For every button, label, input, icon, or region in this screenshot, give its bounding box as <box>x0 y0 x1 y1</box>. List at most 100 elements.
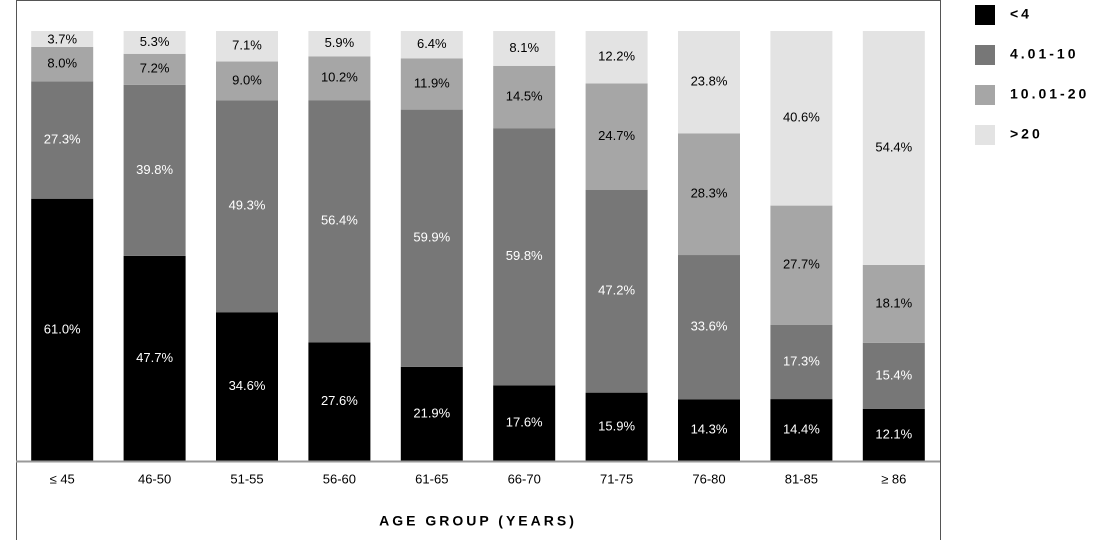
bar-segment <box>585 31 648 84</box>
bar-segment <box>308 56 371 101</box>
data-label: 14.3% <box>691 422 728 437</box>
x-tick-label: 56-60 <box>323 471 356 486</box>
data-label: 3.7% <box>47 31 77 46</box>
x-tick-label: 61-65 <box>415 471 448 486</box>
chart-frame <box>16 0 941 540</box>
x-tick-label: 81-85 <box>785 471 818 486</box>
data-label: 7.2% <box>140 61 170 76</box>
x-tick-label: 51-55 <box>230 471 263 486</box>
bar-segment <box>862 264 925 343</box>
data-label: 27.3% <box>44 131 81 146</box>
bar-segment <box>216 31 278 62</box>
bar-segment <box>400 58 463 110</box>
data-label: 10.2% <box>321 70 358 85</box>
data-label: 54.4% <box>875 139 912 154</box>
data-label: 21.9% <box>413 405 450 420</box>
data-label: 15.9% <box>598 418 635 433</box>
data-label: 14.5% <box>506 88 543 103</box>
bar-segment <box>862 408 925 461</box>
bar-segment <box>862 31 925 265</box>
data-label: 61.0% <box>44 321 81 336</box>
bar-segment <box>493 65 556 129</box>
bar-segment <box>216 100 278 313</box>
bar-segment <box>770 324 833 400</box>
legend-label: >20 <box>1010 126 1043 142</box>
legend-label: 10.01-20 <box>1010 86 1089 102</box>
data-label: 17.6% <box>506 415 543 430</box>
bar-segment <box>308 342 371 461</box>
data-label: 39.8% <box>136 162 173 177</box>
x-tick-label: 46-50 <box>138 471 171 486</box>
data-label: 27.7% <box>783 257 820 272</box>
data-label: 5.3% <box>140 34 170 49</box>
legend-swatch <box>975 125 995 145</box>
data-label: 40.6% <box>783 110 820 125</box>
data-label: 59.9% <box>413 230 450 245</box>
x-tick-label: 76-80 <box>692 471 725 486</box>
bar-segment <box>123 53 186 85</box>
data-label: 6.4% <box>417 36 447 51</box>
bar-segment <box>585 392 648 461</box>
bar-segment <box>400 31 463 59</box>
data-label: 14.4% <box>783 421 820 436</box>
data-label: 59.8% <box>506 248 543 263</box>
bar-segment <box>770 205 833 325</box>
data-label: 8.0% <box>47 56 77 71</box>
data-label: 18.1% <box>875 295 912 310</box>
data-label: 34.6% <box>229 378 266 393</box>
data-label: 47.2% <box>598 283 635 298</box>
bar-segment <box>308 31 371 57</box>
bar-segment <box>123 31 186 54</box>
x-axis-title: AGE GROUP (YEARS) <box>379 513 577 529</box>
bar-segment <box>678 255 740 400</box>
legend-swatch <box>975 5 995 25</box>
bar-segment <box>308 100 371 343</box>
data-label: 17.3% <box>783 353 820 368</box>
bar-segment <box>678 133 740 256</box>
data-label: 49.3% <box>229 198 266 213</box>
bar-segment <box>400 109 463 367</box>
data-label: 7.1% <box>232 38 262 53</box>
x-tick-label: 71-75 <box>600 471 633 486</box>
bar-segment <box>862 342 925 409</box>
bar-segment <box>678 399 740 461</box>
bar-segment <box>400 366 463 461</box>
bar-segment <box>123 255 186 461</box>
data-label: 24.7% <box>598 128 635 143</box>
bar-segment <box>493 128 556 386</box>
legend-swatch <box>975 45 995 65</box>
data-label: 23.8% <box>691 74 728 89</box>
bar-segment <box>123 84 186 256</box>
data-label: 5.9% <box>325 35 355 50</box>
x-tick-label: 66-70 <box>508 471 541 486</box>
legend-swatch <box>975 85 995 105</box>
bar-segment <box>31 198 94 461</box>
x-tick-label: ≤ 45 <box>50 471 75 486</box>
bar-segment <box>493 31 556 66</box>
bar-segment <box>770 31 833 206</box>
legend-label: <4 <box>1010 6 1032 22</box>
bar-segment <box>493 385 556 461</box>
data-label: 27.6% <box>321 393 358 408</box>
bar-segment <box>678 31 740 134</box>
bar-segment <box>31 46 94 82</box>
bar-segment <box>31 81 94 199</box>
data-label: 28.3% <box>691 186 728 201</box>
data-label: 11.9% <box>414 75 450 90</box>
data-label: 12.1% <box>875 426 912 441</box>
data-label: 56.4% <box>321 213 358 228</box>
data-label: 15.4% <box>875 367 912 382</box>
bar-segment <box>585 83 648 190</box>
bar-segment <box>585 189 648 393</box>
data-label: 9.0% <box>232 72 262 87</box>
data-label: 12.2% <box>598 49 635 64</box>
x-tick-label: ≥ 86 <box>881 471 906 486</box>
bar-segment <box>216 61 278 101</box>
data-label: 47.7% <box>136 350 173 365</box>
bar-segment <box>770 399 833 461</box>
legend-label: 4.01-10 <box>1010 46 1078 62</box>
bar-segment <box>31 31 94 47</box>
data-label: 33.6% <box>691 319 728 334</box>
bar-segment <box>216 312 278 461</box>
